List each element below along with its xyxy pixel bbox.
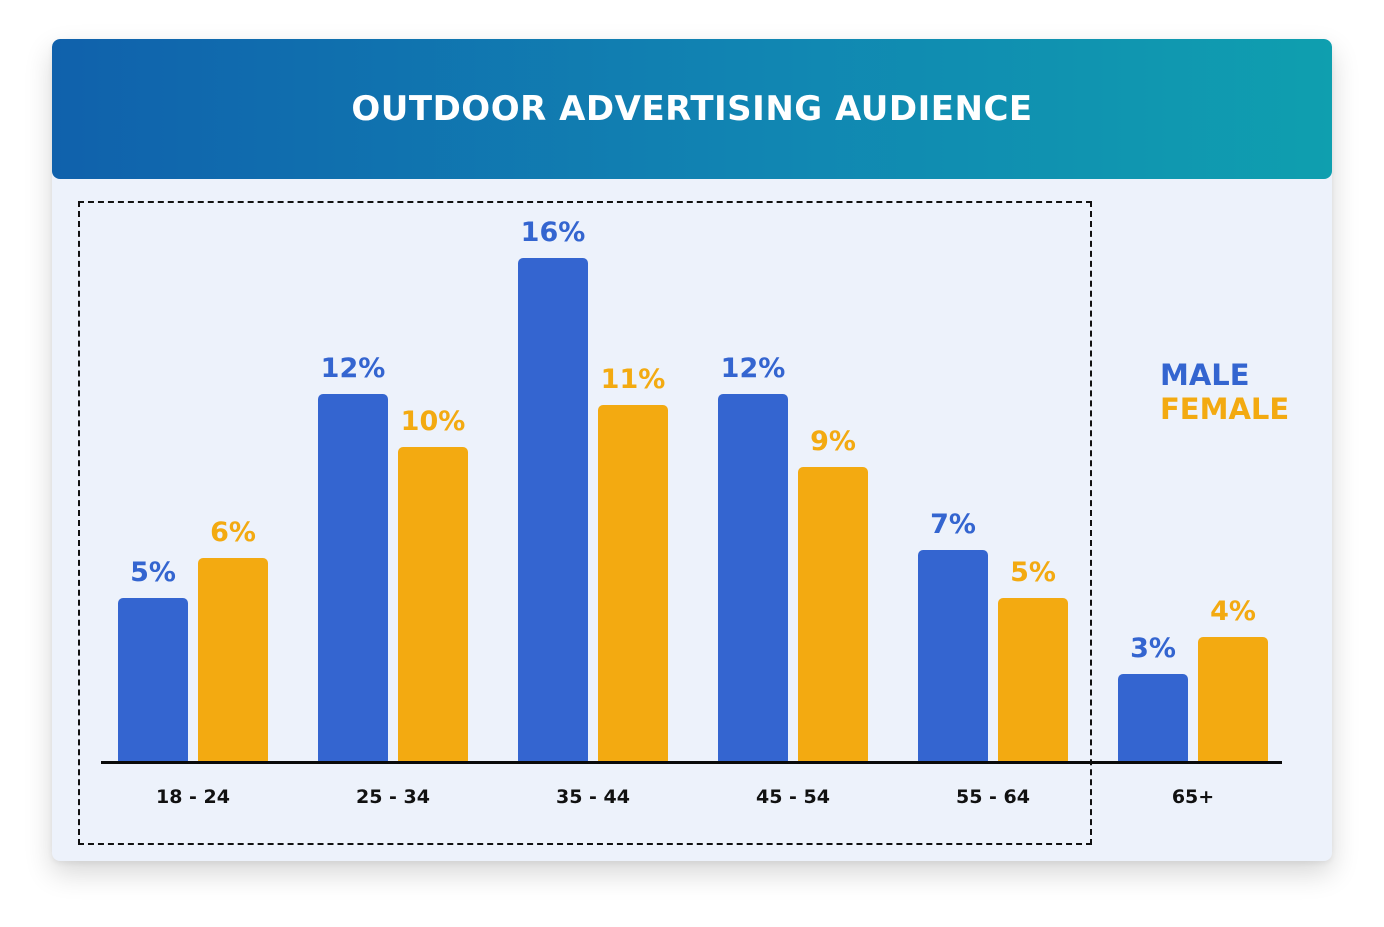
- value-label-male: 16%: [520, 217, 586, 248]
- value-label-male: 12%: [320, 353, 386, 384]
- value-label-female: 9%: [810, 426, 856, 457]
- value-label-female: 4%: [1210, 596, 1256, 627]
- value-label-female: 10%: [400, 406, 466, 437]
- value-label-female: 6%: [210, 517, 256, 548]
- value-label-male: 7%: [930, 509, 976, 540]
- bar-male: [918, 550, 988, 762]
- legend-male: MALE: [1160, 358, 1250, 392]
- legend-female: FEMALE: [1160, 392, 1290, 426]
- x-tick-label: 55 - 64: [956, 786, 1030, 808]
- bar-male: [518, 258, 588, 762]
- bar-male: [718, 394, 788, 762]
- value-label-female: 11%: [600, 364, 666, 395]
- legend: MALE FEMALE: [1160, 358, 1289, 426]
- bar-male: [118, 598, 188, 762]
- chart-header: OUTDOOR ADVERTISING AUDIENCE: [52, 39, 1332, 179]
- bar-female: [998, 598, 1068, 762]
- bar-male: [318, 394, 388, 762]
- x-tick-label: 65+: [1171, 786, 1215, 808]
- value-label-male: 5%: [130, 557, 176, 588]
- x-tick-label: 35 - 44: [556, 786, 630, 808]
- bar-female: [198, 558, 268, 762]
- value-label-male: 12%: [720, 353, 786, 384]
- x-tick-label: 18 - 24: [156, 786, 230, 808]
- chart-title: OUTDOOR ADVERTISING AUDIENCE: [351, 89, 1033, 129]
- x-axis-line: [101, 761, 1282, 764]
- bar-female: [398, 447, 468, 762]
- value-label-male: 3%: [1130, 633, 1176, 664]
- highlight-dashed-box: [78, 201, 1092, 845]
- bar-female: [598, 405, 668, 762]
- bar-male: [1118, 674, 1188, 762]
- value-label-female: 5%: [1010, 557, 1056, 588]
- x-tick-label: 45 - 54: [756, 786, 830, 808]
- bar-female: [798, 467, 868, 762]
- bar-female: [1198, 637, 1268, 762]
- x-tick-label: 25 - 34: [356, 786, 430, 808]
